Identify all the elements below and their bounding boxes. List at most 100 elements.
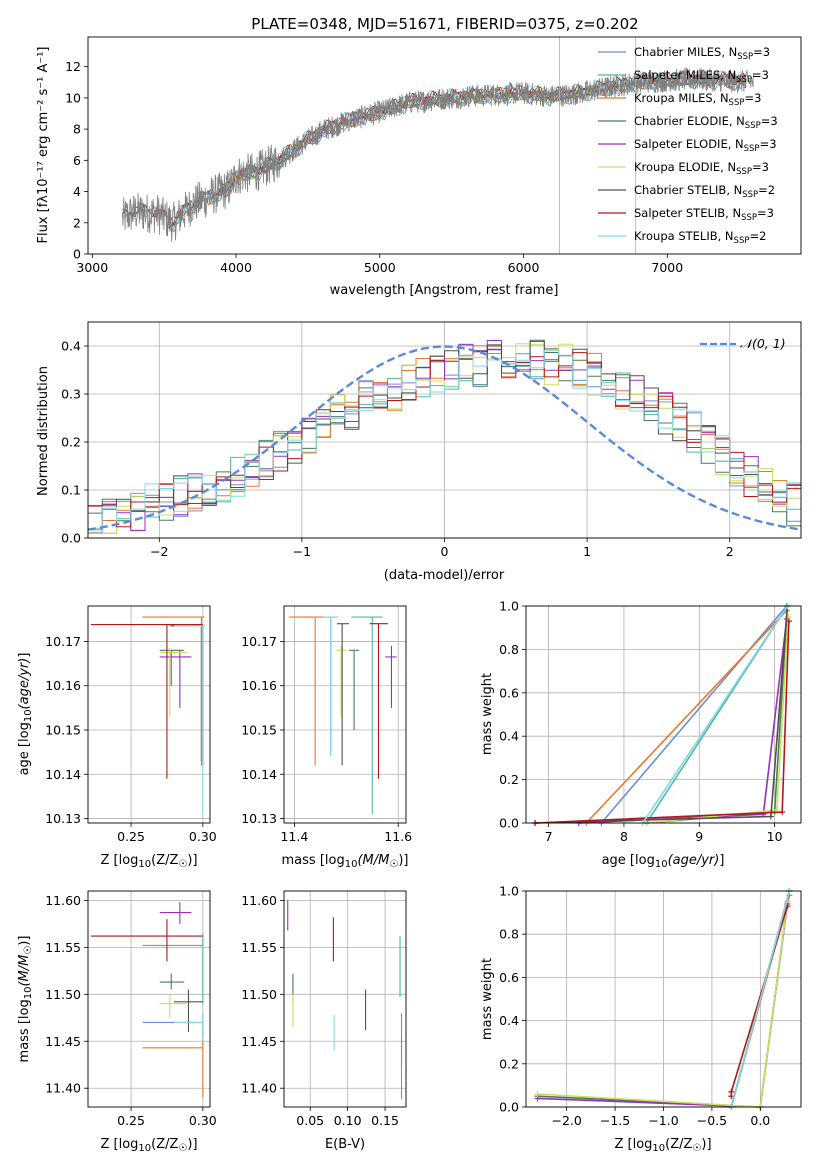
histogram-x-tick-label: −2	[150, 544, 168, 559]
legend-entry-count: =2	[758, 183, 775, 197]
age-Z-x-label-sun: ☉	[178, 859, 187, 870]
panel-age-vs-mass: 11.4 11.6 10.13 10.14 10.15 10.16 10.17 mass […	[241, 605, 412, 870]
legend-entry-count: =3	[757, 206, 774, 220]
mass-EBV-y-tick-label: 11.55	[241, 940, 277, 955]
age-Z-y-label: age [log10(age/yr)]	[17, 653, 34, 776]
legend-entry-subscript: SSP	[737, 52, 753, 62]
weight-Z-y-tick-label: 0.4	[499, 1013, 519, 1028]
legend-entry: Kroupa STELIB, NSSP=2	[634, 229, 766, 246]
weight-Z-y-tick-label: 0.6	[499, 970, 519, 985]
panel-spectrum: 3000 4000 5000 6000 7000 0 2 4 6 8 10 12 wavelength…	[36, 36, 802, 298]
age-Z-y-tick-label: 10.15	[45, 723, 81, 738]
weight-age-y-tick-label: 0.6	[499, 685, 519, 700]
weight-Z-x-tick-label: −2.0	[551, 1113, 581, 1128]
weight-age-x-tick-label: 7	[545, 829, 553, 844]
weight-Z-line	[730, 890, 791, 1108]
legend-entry-subscript: SSP	[745, 121, 761, 131]
weight-age-line	[534, 621, 790, 824]
age-mass-y-tick-label: 10.17	[241, 634, 277, 649]
age-mass-x-label-main: mass [log	[282, 853, 345, 868]
legend-entry: Chabrier MILES, NSSP=3	[634, 45, 770, 62]
weight-Z-y-tick-label: 0.8	[499, 927, 519, 942]
histogram-x-tick-label: 2	[726, 544, 734, 559]
spectrum-x-label: wavelength [Angstrom, rest frame]	[330, 283, 559, 298]
histogram-y-tick-label: 0.3	[61, 387, 81, 402]
age-Z-x-label-end: )]	[187, 853, 197, 868]
mass-Z-y-label-main: mass [log	[17, 999, 32, 1062]
weight-Z-x-label: Z [log10(Z/Z☉)]	[614, 1137, 711, 1154]
spectrum-legend: Chabrier MILES, NSSP=3 Salpeter MILES, NS…	[598, 45, 778, 246]
age-mass-x-tick-label: 11.4	[280, 829, 308, 844]
age-Z-y-label-sub: 10	[23, 709, 34, 722]
histogram-x-tick-label: 0	[441, 544, 449, 559]
panel-mass-vs-Z: 0.25 0.30 11.40 11.45 11.50 11.55 11.60 Z [log…	[17, 890, 217, 1154]
figure-title: PLATE=0348, MJD=51671, FIBERID=0375, z=0…	[251, 15, 638, 33]
age-mass-y-tick-label: 10.13	[241, 811, 277, 826]
legend-entry-subscript: SSP	[744, 144, 760, 154]
legend-entry-count: =2	[749, 229, 766, 243]
age-mass-x-label-sun: ☉	[389, 859, 398, 870]
legend-entry-subscript: SSP	[734, 236, 750, 246]
weight-age-x-label: age [log10(age/yr)]	[602, 853, 725, 870]
age-mass-x-label-sub: 10	[345, 859, 358, 870]
histogram-step-chabrier-stelib	[88, 340, 801, 534]
weight-Z-y-tick-label: 0.0	[499, 1100, 519, 1115]
age-mass-x-label: mass [log10(M/M☉)]	[282, 853, 409, 870]
weight-Z-x-label-sub: 10	[652, 1143, 665, 1154]
age-Z-axes-frame	[87, 605, 211, 824]
legend-entry-count: =3	[752, 68, 769, 82]
spectrum-y-tick-label: 4	[73, 184, 81, 199]
spectrum-data-layer	[122, 37, 754, 254]
histogram-y-tick-label: 0.4	[61, 339, 81, 354]
mass-Z-y-label-sub: 10	[23, 987, 34, 1000]
age-Z-x-label-rest: (Z/Z	[151, 853, 178, 868]
weight-Z-y-tick-label: 1.0	[499, 884, 519, 899]
panel-weight-vs-age: 7 8 9 100.00.20.40.60.81.0 age [log10(age/y…	[480, 599, 802, 870]
histogram-step-kroupa-stelib	[88, 349, 801, 534]
mass-Z-y-label: mass [log10(M/M☉)]	[17, 936, 34, 1063]
legend-entry: Salpeter MILES, NSSP=3	[634, 68, 769, 85]
weight-age-y-tick-label: 0.2	[499, 772, 519, 787]
weight-Z-y-label: mass weight	[480, 958, 495, 1040]
mass-EBV-x-tick-label: 0.05	[296, 1113, 324, 1128]
age-Z-x-label-main: Z [log	[100, 853, 138, 868]
age-Z-x-label: Z [log10(Z/Z☉)]	[100, 853, 197, 870]
weight-age-y-tick-label: 0.4	[499, 729, 519, 744]
weight-Z-x-tick-label: −0.5	[697, 1113, 727, 1128]
spectrum-y-label-rest: λ10⁻¹⁷ erg cm⁻² s⁻¹ A⁻¹]	[36, 47, 51, 203]
weight-age-x-label-end: ]	[719, 853, 724, 868]
mass-EBV-y-tick-label: 11.40	[241, 1081, 277, 1096]
mass-Z-axes-frame	[87, 890, 211, 1108]
mass-Z-y-tick-label: 11.55	[45, 940, 81, 955]
histogram-y-label: Normed distribution	[36, 366, 51, 496]
spectrum-x-tick-label: 3000	[76, 260, 108, 275]
age-Z-x-tick-label: 0.25	[117, 829, 145, 844]
weight-age-line	[534, 605, 789, 824]
spectrum-y-tick-label: 8	[73, 122, 81, 137]
mass-Z-x-label-rest: (Z/Z	[151, 1137, 178, 1152]
age-Z-y-tick-label: 10.16	[45, 678, 81, 693]
weight-Z-x-label-rest: (Z/Z	[665, 1137, 692, 1152]
weight-age-y-tick-label: 0.0	[499, 816, 519, 831]
legend-entry-subscript: SSP	[742, 190, 758, 200]
mass-Z-y-tick-label: 11.45	[45, 1034, 81, 1049]
weight-age-x-label-rest: (age/yr)	[668, 853, 720, 868]
mass-Z-x-label-sub: 10	[138, 1143, 151, 1154]
histogram-data-layer	[87, 339, 802, 534]
weight-age-x-tick-label: 9	[695, 829, 703, 844]
age-mass-axes-frame	[283, 605, 407, 824]
histogram-x-tick-label: −1	[293, 544, 311, 559]
age-mass-y-tick-label: 10.15	[241, 723, 277, 738]
mass-Z-x-label-end: )]	[187, 1137, 197, 1152]
mass-Z-x-label-main: Z [log	[100, 1137, 138, 1152]
panel-weight-vs-Z: −2.0 −1.5 −1.0 −0.5 0.0 0.0 0.2 0.4 0.6 0.8 1.0 Z …	[480, 884, 802, 1154]
weight-age-y-tick-label: 1.0	[499, 599, 519, 614]
panel-histogram: −2 −1 0 1 2 0.0 0.1 0.2 0.3 0.4 (data-model)/erro…	[36, 321, 802, 583]
age-mass-x-label-rest: (M/M	[357, 853, 389, 868]
mass-Z-y-tick-label: 11.60	[45, 893, 81, 908]
legend-entry: Chabrier STELIB, NSSP=2	[634, 183, 775, 200]
spectrum-y-label: Flux [fλ10⁻¹⁷ erg cm⁻² s⁻¹ A⁻¹]	[36, 47, 51, 244]
mass-EBV-y-tick-label: 11.60	[241, 893, 277, 908]
age-Z-y-label-end: ]	[17, 653, 32, 658]
normal-curve	[87, 345, 802, 531]
